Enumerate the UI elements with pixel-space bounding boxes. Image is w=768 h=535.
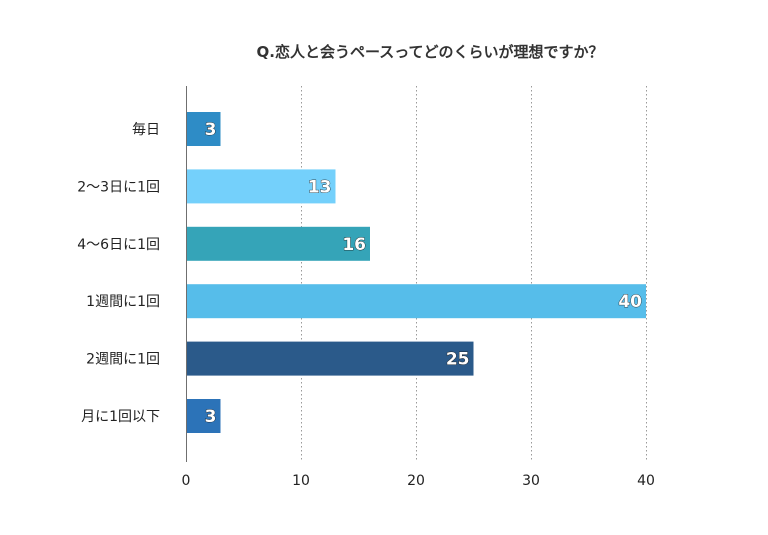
category-label: 2週間に1回 bbox=[86, 352, 160, 368]
data-label: 3 bbox=[205, 120, 217, 140]
label-layer: 0 10 20 30 40 毎日 3 2〜3日に1回 13 4〜6日に1回 16 1週間に1回 40 2週… bbox=[77, 120, 655, 489]
bar-1 bbox=[186, 112, 221, 146]
grid-layer bbox=[301, 86, 647, 462]
chart-title: Q.恋人と会うペースってどのくらいが理想ですか？ bbox=[257, 43, 604, 61]
bar-2 bbox=[186, 169, 336, 204]
x-tick-label: 20 bbox=[407, 473, 425, 489]
data-label: 13 bbox=[308, 177, 332, 197]
bar-layer bbox=[186, 112, 646, 433]
category-label: 4〜6日に1回 bbox=[77, 237, 160, 253]
x-tick-label: 30 bbox=[522, 473, 540, 489]
category-label: 毎日 bbox=[132, 122, 160, 138]
bar-5 bbox=[186, 341, 474, 376]
bar-4 bbox=[186, 284, 646, 319]
data-label: 3 bbox=[205, 407, 217, 427]
category-label: 1週間に1回 bbox=[86, 294, 160, 310]
category-label: 月に1回以下 bbox=[81, 409, 160, 425]
data-label: 25 bbox=[446, 350, 470, 370]
x-tick-label: 40 bbox=[637, 473, 655, 489]
x-tick-label: 10 bbox=[292, 473, 310, 489]
category-label: 2〜3日に1回 bbox=[77, 179, 160, 195]
data-label: 40 bbox=[618, 292, 642, 312]
data-label: 16 bbox=[342, 235, 366, 255]
x-tick-label: 0 bbox=[182, 473, 191, 489]
bar-3 bbox=[186, 226, 370, 261]
bar-6 bbox=[186, 399, 221, 433]
